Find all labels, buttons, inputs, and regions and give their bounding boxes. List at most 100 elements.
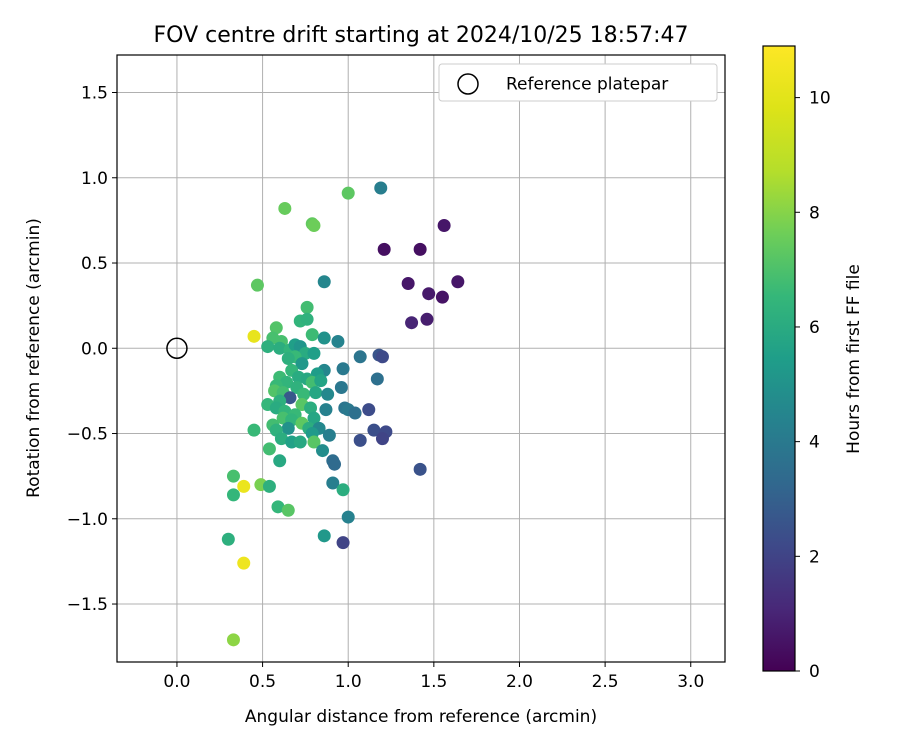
colorbar-tick-label: 4 (809, 433, 820, 453)
scatter-point (297, 387, 311, 401)
scatter-point (375, 432, 389, 446)
scatter-point (307, 219, 321, 233)
y-tick-label: 1.0 (81, 169, 108, 189)
scatter-point (353, 350, 367, 364)
colorbar-tick-label: 10 (809, 89, 831, 109)
y-tick-label: −1.0 (67, 510, 108, 530)
scatter-point (262, 442, 276, 456)
scatter-points (166, 181, 465, 647)
scatter-point (221, 532, 235, 546)
x-axis-label: Angular distance from reference (arcmin) (245, 707, 597, 727)
scatter-point (413, 242, 427, 256)
y-axis-label: Rotation from reference (arcmin) (24, 218, 44, 498)
scatter-point (341, 510, 355, 524)
scatter-point (300, 312, 314, 326)
colorbar: 0 2 4 6 8 10 Hours from first FF file (762, 45, 864, 682)
colorbar-tick-label: 6 (809, 318, 820, 338)
scatter-point (422, 287, 436, 301)
scatter-point (401, 276, 415, 290)
legend-box (438, 63, 718, 102)
y-tick-label: −0.5 (67, 425, 108, 445)
scatter-point (317, 529, 331, 543)
x-tick-label: 1.5 (420, 672, 447, 692)
scatter-point (307, 346, 321, 360)
legend: Reference platepar (438, 63, 718, 102)
x-tick-label: 0.5 (249, 672, 276, 692)
scatter-point (247, 329, 261, 343)
reference-platepar-marker (166, 337, 188, 360)
scatter-point (250, 278, 264, 292)
colorbar-tick-label: 2 (809, 547, 820, 567)
scatter-point (374, 181, 388, 195)
scatter-point (319, 403, 333, 417)
colorbar-gradient (762, 45, 796, 672)
scatter-point (309, 386, 323, 400)
x-axis-ticks: 0.0 0.5 1.0 1.5 2.0 2.5 3.0 (163, 662, 704, 692)
scatter-point (334, 380, 348, 394)
scatter-point (278, 201, 292, 215)
y-tick-label: −1.5 (67, 595, 108, 615)
scatter-point (317, 275, 331, 289)
scatter-point (435, 290, 449, 304)
scatter-point (405, 316, 419, 330)
scatter-point (226, 633, 240, 647)
scatter-point (269, 321, 283, 335)
colorbar-label: Hours from first FF file (844, 264, 864, 454)
scatter-point (281, 421, 295, 435)
legend-reference-marker-icon (457, 73, 479, 95)
scatter-point (341, 186, 355, 200)
scatter-point (375, 350, 389, 364)
x-tick-label: 0.0 (163, 672, 190, 692)
scatter-point (328, 457, 342, 471)
x-tick-label: 1.0 (335, 672, 362, 692)
scatter-point (348, 406, 362, 420)
scatter-point (326, 476, 340, 490)
scatter-point (295, 357, 309, 371)
scatter-point (307, 435, 321, 449)
scatter-point (420, 312, 434, 326)
scatter-point (300, 300, 314, 314)
scatter-point (281, 352, 295, 365)
scatter-point (451, 275, 465, 289)
scatter-point (331, 334, 345, 348)
scatter-point (273, 454, 287, 468)
y-tick-label: 1.5 (81, 84, 108, 104)
scatter-point (377, 242, 391, 256)
scatter-point (336, 483, 350, 497)
scatter-point (314, 374, 328, 388)
scatter-point (362, 403, 376, 417)
x-tick-label: 2.0 (506, 672, 533, 692)
scatter-point (273, 341, 287, 355)
scatter-point (370, 372, 384, 386)
scatter-point (316, 444, 330, 458)
scatter-point (247, 423, 261, 437)
scatter-point (307, 411, 321, 425)
colorbar-ticks: 0 2 4 6 8 10 (795, 89, 831, 682)
legend-label: Reference platepar (506, 75, 668, 95)
scatter-point (281, 503, 295, 517)
scatter-point (367, 423, 381, 437)
chart-title: FOV centre drift starting at 2024/10/25 … (154, 23, 689, 48)
scatter-point (280, 375, 294, 389)
scatter-point (226, 488, 240, 502)
x-tick-label: 3.0 (677, 672, 704, 692)
scatter-point (336, 362, 350, 376)
y-axis-ticks: −1.5 −1.0 −0.5 0.0 0.5 1.0 1.5 (67, 84, 117, 615)
grid-lines (117, 55, 725, 662)
scatter-point (321, 387, 335, 401)
scatter-point (336, 536, 350, 550)
colorbar-tick-label: 0 (809, 662, 820, 682)
scatter-point (437, 219, 451, 233)
scatter-point (304, 401, 318, 415)
scatter-point (283, 391, 297, 405)
scatter-point (237, 556, 251, 570)
y-tick-label: 0.5 (81, 254, 108, 274)
scatter-point (353, 433, 367, 447)
scatter-point (322, 428, 336, 442)
y-tick-label: 0.0 (81, 339, 108, 359)
scatter-point (271, 500, 285, 514)
scatter-point (274, 432, 288, 446)
scatter-point (293, 435, 307, 449)
scatter-point (317, 331, 331, 345)
